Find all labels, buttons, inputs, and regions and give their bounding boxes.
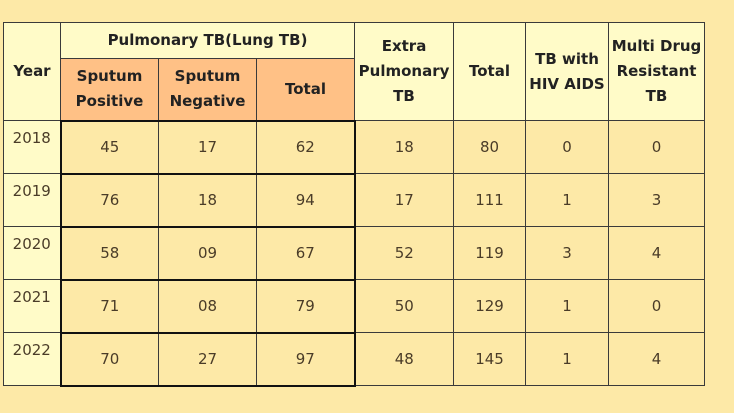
header-year: Year [3, 22, 61, 121]
tb-hiv-cell: 3 [525, 226, 610, 280]
header-line: Negative [169, 92, 246, 111]
sputum-positive-cell: 70 [59, 331, 159, 387]
header-pulmonary-total: Total [255, 58, 356, 122]
pulmonary-total-cell: 94 [255, 172, 356, 227]
header-line: HIV AIDS [529, 74, 605, 93]
header-total: Total [453, 22, 527, 121]
year-cell: 2022 [3, 332, 61, 386]
total-cell: 111 [453, 173, 527, 227]
mdr-cell: 4 [608, 226, 706, 280]
header-line: TB [393, 87, 415, 105]
total-cell: 129 [453, 279, 527, 333]
sputum-negative-cell: 18 [158, 172, 257, 227]
pulmonary-total-cell: 67 [255, 225, 356, 280]
total-cell: 80 [453, 120, 527, 174]
pulmonary-total-cell: 62 [255, 119, 356, 174]
extra-pulmonary-cell: 17 [354, 173, 455, 227]
year-cell: 2020 [3, 226, 61, 280]
header-sputum-negative: Sputum Negative [158, 58, 257, 122]
total-cell: 119 [453, 226, 527, 280]
pulmonary-total-cell: 97 [255, 331, 356, 387]
tb-hiv-cell: 0 [525, 120, 610, 174]
pulmonary-total-cell: 79 [255, 278, 356, 333]
sputum-negative-cell: 27 [158, 331, 257, 387]
header-pulmonary-tb: Pulmonary TB(Lung TB) [59, 22, 356, 59]
extra-pulmonary-cell: 18 [354, 120, 455, 174]
tb-hiv-cell: 1 [525, 173, 610, 227]
table-row: 2021 71 08 79 50 129 1 0 [3, 278, 706, 333]
sputum-positive-cell: 45 [59, 119, 159, 174]
year-cell: 2019 [3, 173, 61, 227]
header-line: TB with [535, 49, 599, 68]
header-line: TB [645, 87, 668, 105]
sputum-positive-cell: 76 [59, 172, 159, 227]
year-cell: 2018 [3, 120, 61, 174]
extra-pulmonary-cell: 50 [354, 279, 455, 333]
tb-statistics-table: Year Pulmonary TB(Lung TB) Extra Pulmona… [3, 22, 706, 387]
mdr-cell: 0 [608, 120, 706, 174]
header-extra-pulmonary-tb: Extra Pulmonary TB [354, 22, 455, 121]
mdr-cell: 4 [608, 332, 706, 386]
header-sputum-positive: Sputum Positive [60, 58, 159, 122]
sputum-negative-cell: 09 [158, 225, 257, 280]
header-line: Pulmonary [358, 62, 450, 80]
table-row: 2018 45 17 62 18 80 0 0 [3, 119, 706, 174]
header-line: Sputum [76, 67, 143, 86]
sputum-positive-cell: 58 [59, 225, 159, 280]
header-tb-with-hiv-aids: TB with HIV AIDS [525, 22, 610, 121]
sputum-positive-cell: 71 [59, 278, 159, 333]
sputum-negative-cell: 08 [158, 278, 257, 333]
sputum-negative-cell: 17 [158, 119, 257, 174]
tb-hiv-cell: 1 [525, 332, 610, 386]
tb-hiv-cell: 1 [525, 279, 610, 333]
header-multi-drug-resistant-tb: Multi Drug Resistant TB [608, 22, 706, 121]
header-line: Multi Drug [611, 37, 702, 55]
extra-pulmonary-cell: 48 [354, 332, 455, 386]
extra-pulmonary-cell: 52 [354, 226, 455, 280]
header-line: Extra [381, 37, 427, 55]
header-line: Resistant [616, 62, 697, 80]
table-row: 2019 76 18 94 17 111 1 3 [3, 172, 706, 227]
year-cell: 2021 [3, 279, 61, 333]
mdr-cell: 0 [608, 279, 706, 333]
table-row: 2022 70 27 97 48 145 1 4 [3, 331, 706, 387]
mdr-cell: 3 [608, 173, 706, 227]
total-cell: 145 [453, 332, 527, 386]
header-line: Positive [75, 92, 144, 111]
header-line: Sputum [174, 67, 241, 86]
table-row: 2020 58 09 67 52 119 3 4 [3, 225, 706, 280]
